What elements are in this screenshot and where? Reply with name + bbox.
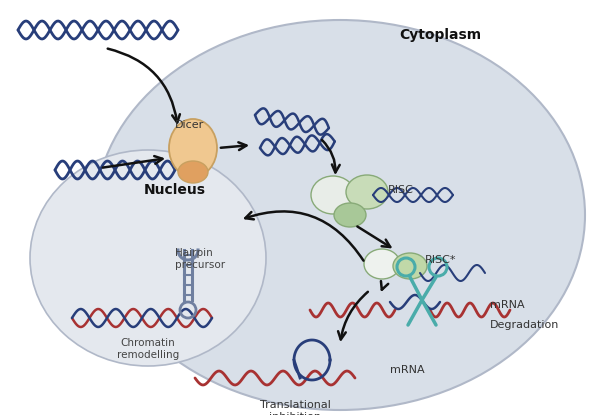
Ellipse shape (364, 249, 400, 279)
Text: Nucleus: Nucleus (144, 183, 206, 197)
Text: mRNA: mRNA (490, 300, 524, 310)
Ellipse shape (178, 161, 208, 183)
Ellipse shape (393, 253, 427, 279)
Text: Dicer: Dicer (175, 120, 205, 130)
Text: Chromatin
remodelling: Chromatin remodelling (117, 338, 179, 360)
Text: Translational
inhibition: Translational inhibition (260, 400, 331, 415)
Text: Cytoplasm: Cytoplasm (399, 28, 481, 42)
Text: Hairpin
precursor: Hairpin precursor (175, 248, 225, 270)
Ellipse shape (95, 20, 585, 410)
Ellipse shape (334, 203, 366, 227)
Text: RISC*: RISC* (425, 255, 457, 265)
Ellipse shape (30, 150, 266, 366)
Text: Degradation: Degradation (490, 320, 559, 330)
Text: mRNA: mRNA (390, 365, 425, 375)
Text: RISC: RISC (388, 185, 414, 195)
Ellipse shape (311, 176, 355, 214)
Ellipse shape (169, 119, 217, 177)
Ellipse shape (346, 175, 388, 209)
